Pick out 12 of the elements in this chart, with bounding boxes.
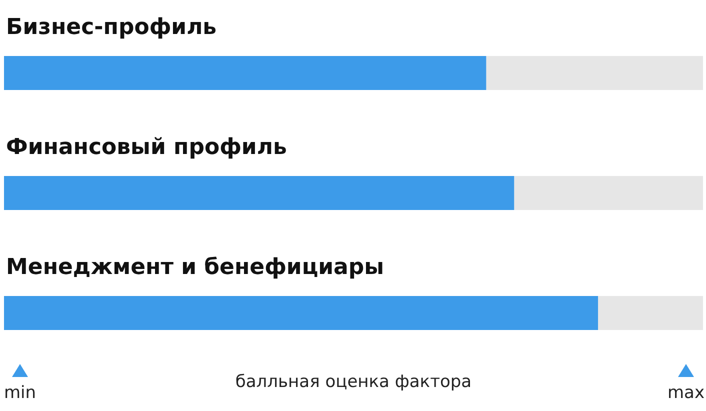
bar bbox=[4, 176, 514, 210]
text: min bbox=[4, 383, 36, 403]
bar bbox=[598, 296, 703, 330]
bar bbox=[486, 56, 703, 90]
text: max bbox=[667, 383, 705, 403]
bar bbox=[4, 296, 598, 330]
x-axis-title: балльная оценка фактора bbox=[235, 372, 472, 392]
bar bbox=[514, 176, 703, 210]
bar bbox=[4, 56, 486, 90]
y-tick-label: Бизнес-профиль bbox=[6, 15, 217, 40]
y-tick-label: Менеджмент и бенефициары bbox=[6, 255, 384, 280]
y-tick-label: Финансовый профиль bbox=[6, 135, 287, 160]
